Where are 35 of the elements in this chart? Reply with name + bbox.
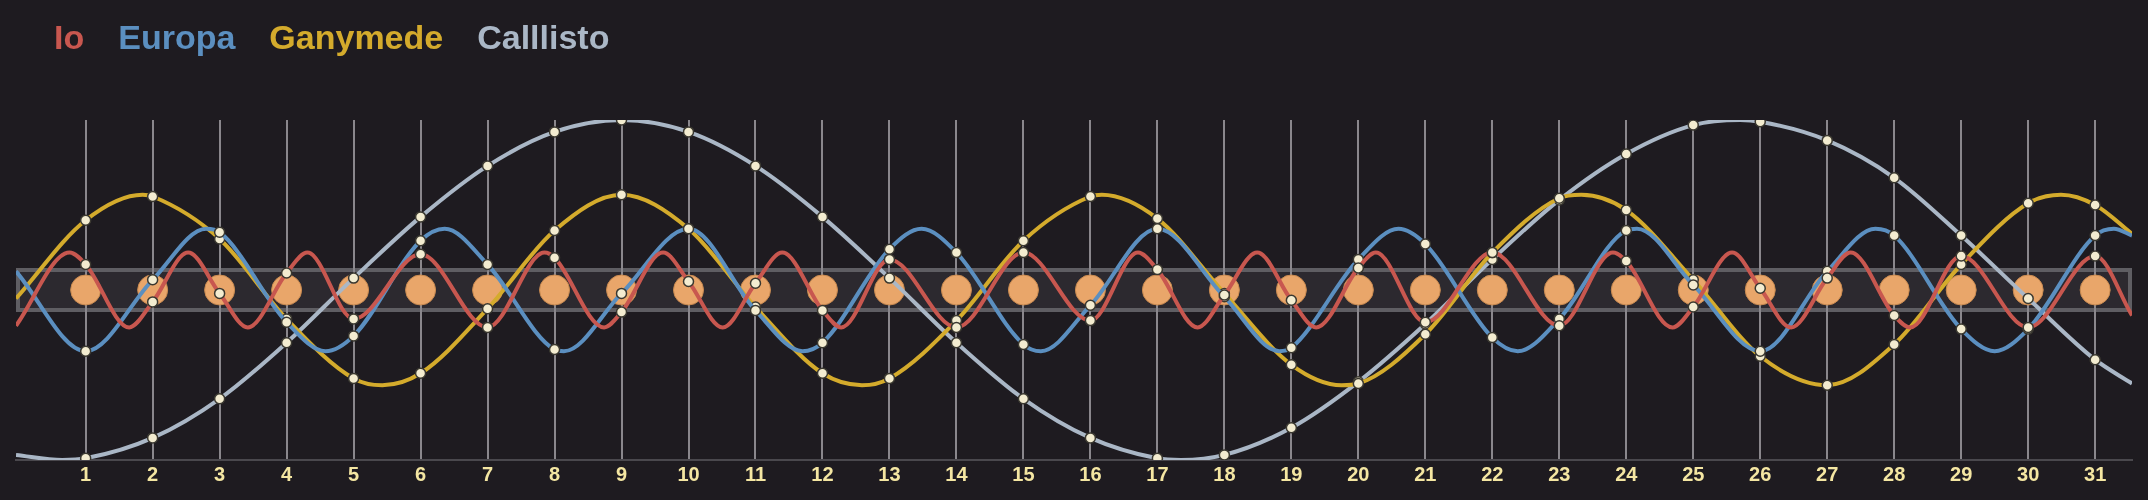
x-tick-label: 13	[878, 462, 901, 485]
x-tick-label: 24	[1615, 462, 1639, 485]
x-tick-label: 17	[1146, 462, 1169, 485]
x-tick-label: 31	[2084, 462, 2107, 485]
x-tick-label: 27	[1816, 462, 1839, 485]
x-tick-label: 9	[615, 462, 628, 485]
x-tick-label: 19	[1280, 462, 1303, 485]
x-tick-label: 2	[147, 462, 159, 485]
x-tick-label: 25	[1682, 462, 1705, 485]
x-tick-label: 21	[1414, 462, 1437, 485]
x-tick-label: 6	[415, 462, 427, 485]
x-tick-label: 22	[1481, 462, 1504, 485]
x-tick-label: 12	[811, 462, 834, 485]
x-tick-label: 11	[744, 462, 767, 485]
x-tick-label: 4	[281, 462, 294, 485]
text: Io	[54, 18, 85, 57]
text: Europa	[118, 18, 236, 57]
x-tick-label: 23	[1548, 462, 1571, 485]
x-tick-label: 18	[1213, 462, 1236, 485]
x-tick-label: 5	[348, 462, 360, 485]
x-tick-label: 15	[1012, 462, 1035, 485]
text: Ganymede	[269, 18, 444, 57]
series-label: Calllisto	[477, 18, 610, 57]
x-tick-label: 7	[482, 462, 494, 485]
x-tick-label: 20	[1347, 462, 1370, 485]
x-tick-label: 14	[945, 462, 969, 485]
x-tick-label: 30	[2017, 462, 2040, 485]
x-tick-label: 29	[1950, 462, 1973, 485]
x-tick-label: 1	[80, 462, 92, 485]
x-tick-label: 3	[214, 462, 226, 485]
x-tick-label: 8	[548, 462, 561, 485]
x-tick-label: 26	[1749, 462, 1772, 485]
x-tick-label: 16	[1079, 462, 1102, 485]
x-tick-label: 28	[1883, 462, 1906, 485]
x-tick-label: 10	[677, 462, 700, 485]
